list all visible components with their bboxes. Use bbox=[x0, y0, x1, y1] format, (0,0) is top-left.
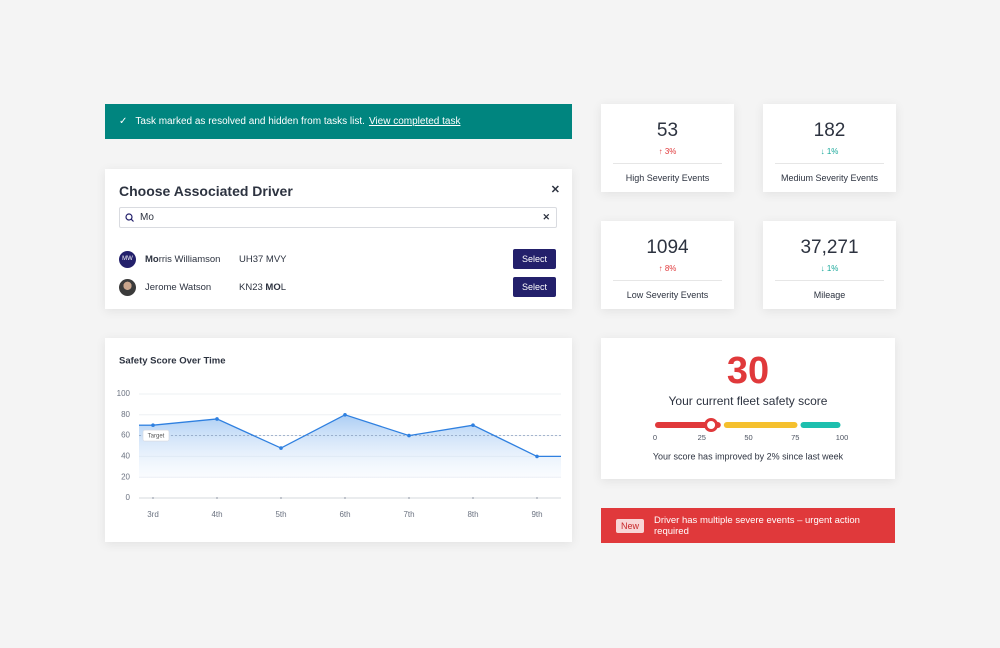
chart: Safety Score Over Time 0 20 40 60 80 100 Targe… bbox=[117, 356, 561, 519]
check-icon: ✓ bbox=[119, 116, 128, 127]
x-tick bbox=[408, 497, 410, 499]
chart-card: Safety Score Over Time 0 20 40 60 80 100 Targe… bbox=[105, 338, 572, 542]
y-tick-label: 0 bbox=[126, 493, 131, 502]
x-tick bbox=[472, 497, 474, 499]
driver-plate: UH37 MVY bbox=[239, 254, 287, 265]
stat-card: 182 ↓ 1% Medium Severity Events bbox=[763, 104, 896, 192]
divider bbox=[775, 280, 884, 281]
avatar: MW bbox=[119, 250, 136, 268]
stat-change: ↑ 8% bbox=[658, 264, 677, 273]
avatar-photo bbox=[119, 278, 136, 296]
gauge-tick-label: 100 bbox=[836, 433, 849, 442]
name-part: Jerome Watson bbox=[145, 281, 212, 293]
alert-badge: New bbox=[616, 518, 645, 533]
area bbox=[139, 414, 561, 478]
name-part: rris Williamson bbox=[158, 253, 221, 265]
select-button[interactable]: Select bbox=[513, 249, 556, 269]
gauge-tick-label: 0 bbox=[653, 433, 657, 442]
score-note: Your score has improved by 2% since last… bbox=[653, 451, 844, 461]
stat-label: Mileage bbox=[813, 290, 846, 300]
point bbox=[343, 413, 347, 417]
toast: ✓ Task marked as resolved and hidden fro… bbox=[105, 104, 572, 139]
modal-title: Choose Associated Driver bbox=[119, 183, 293, 199]
gauge-tick-label: 75 bbox=[791, 433, 799, 442]
x-tick bbox=[344, 497, 346, 499]
gauge-tick-label: 50 bbox=[744, 433, 752, 442]
point bbox=[279, 446, 283, 450]
stat-value: 53 bbox=[656, 120, 679, 141]
stat-value: 1094 bbox=[646, 237, 689, 258]
driver-row: MW Morris Williamson UH37 MVY Select bbox=[119, 249, 556, 269]
close-button[interactable]: ✕ bbox=[550, 184, 560, 196]
stat-change: ↓ 1% bbox=[820, 147, 839, 156]
name-part: Mo bbox=[145, 253, 159, 265]
x-tick-label: 9th bbox=[531, 510, 542, 519]
x-tick-label: 4th bbox=[211, 510, 222, 519]
target-label: Target bbox=[148, 434, 165, 440]
driver-name: Morris Williamson bbox=[145, 254, 239, 265]
stat-card: 37,271 ↓ 1% Mileage bbox=[763, 221, 896, 309]
driver-modal: Choose Associated Driver ✕ Mo ✕ MW Morris… bbox=[105, 169, 572, 309]
point bbox=[535, 454, 539, 459]
gauge: 30 Your current fleet safety score Your … bbox=[653, 350, 849, 461]
stat-change: ↓ 1% bbox=[820, 264, 839, 273]
driver-plate: KN23 MOL bbox=[239, 282, 286, 293]
gauge-card: 30 Your current fleet safety score Your … bbox=[601, 338, 895, 479]
point bbox=[215, 417, 219, 421]
stat-card: 1094 ↑ 8% Low Severity Events bbox=[601, 221, 734, 309]
divider bbox=[775, 163, 884, 164]
y-tick-label: 20 bbox=[121, 472, 130, 481]
search-icon bbox=[125, 213, 134, 222]
gauge-segment bbox=[723, 422, 798, 428]
stat-value: 182 bbox=[813, 120, 846, 141]
x-tick-label: 5th bbox=[275, 510, 286, 519]
clear-button[interactable]: ✕ bbox=[542, 212, 550, 222]
target-label-bg bbox=[142, 429, 170, 442]
x-tick-label: 3rd bbox=[147, 510, 159, 519]
gauge-marker bbox=[704, 418, 719, 432]
x-tick-label: 8th bbox=[467, 510, 478, 519]
y-tick-label: 40 bbox=[121, 452, 130, 461]
divider bbox=[613, 280, 722, 281]
y-tick-label: 60 bbox=[121, 431, 130, 440]
gauge-tick-label: 25 bbox=[698, 433, 706, 442]
toast-text: Task marked as resolved and hidden from … bbox=[135, 116, 365, 127]
x-tick-label: 7th bbox=[403, 510, 414, 519]
select-button[interactable]: Select bbox=[513, 277, 556, 297]
driver-row: Jerome Watson KN23 MOL Select bbox=[119, 277, 556, 297]
x-tick bbox=[536, 497, 538, 499]
point bbox=[407, 433, 411, 438]
alert: New Driver has multiple severe events – … bbox=[601, 508, 895, 543]
x-tick bbox=[280, 497, 282, 499]
toast-link[interactable]: View completed task bbox=[368, 116, 461, 127]
driver-name: Jerome Watson bbox=[145, 282, 239, 293]
gauge-segment bbox=[800, 422, 841, 428]
plate-part: UH37 MVY bbox=[239, 253, 287, 265]
stat-label: High Severity Events bbox=[625, 173, 710, 183]
x-tick bbox=[216, 497, 218, 499]
stat-label: Medium Severity Events bbox=[780, 173, 879, 183]
score: 30 bbox=[727, 350, 769, 392]
search-box[interactable]: Mo ✕ bbox=[119, 207, 557, 228]
x-tick-label: 6th bbox=[339, 510, 350, 519]
stat-card: 53 ↑ 3% High Severity Events bbox=[601, 104, 734, 192]
stat-label: Low Severity Events bbox=[626, 290, 709, 300]
search-text: Mo bbox=[140, 212, 154, 223]
divider bbox=[613, 163, 722, 164]
plate-part: L bbox=[280, 281, 287, 293]
stat-change: ↑ 3% bbox=[658, 147, 677, 156]
chart-title: Safety Score Over Time bbox=[119, 356, 226, 367]
y-tick-label: 100 bbox=[117, 389, 131, 398]
stat-value: 37,271 bbox=[800, 237, 859, 258]
alert-text: Driver has multiple severe events – urge… bbox=[654, 514, 860, 537]
plate-part: KN23 bbox=[239, 281, 266, 293]
point bbox=[471, 423, 475, 427]
plate-part: MO bbox=[265, 281, 281, 293]
y-tick-label: 80 bbox=[121, 410, 130, 419]
score-caption: Your current fleet safety score bbox=[669, 394, 828, 408]
point bbox=[151, 423, 155, 427]
x-tick bbox=[152, 497, 154, 499]
